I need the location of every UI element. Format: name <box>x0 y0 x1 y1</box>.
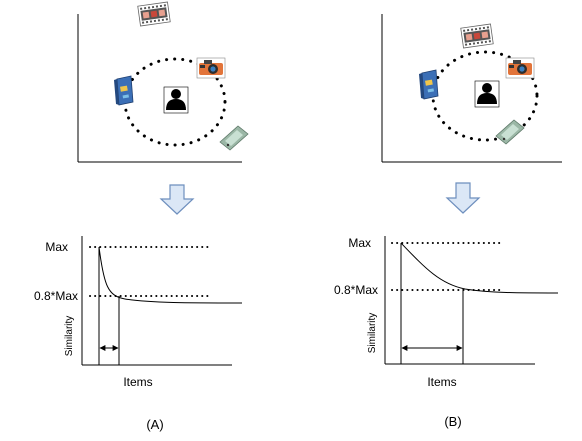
plot-a-threshold-label: 0.8*Max <box>34 289 78 303</box>
phone-icon <box>219 125 249 151</box>
plot-a: Max 0.8*Max Similarity Items (A) <box>34 236 243 432</box>
scene-a <box>77 1 249 163</box>
plot-b-y-axis-label: Similarity <box>367 313 378 354</box>
film-strip-icon <box>137 1 171 27</box>
user-icon <box>474 80 500 108</box>
film-strip-icon <box>460 23 494 49</box>
down-arrow-b <box>445 182 481 214</box>
phone-icon <box>495 119 525 145</box>
camera-icon <box>196 57 226 79</box>
scene-b-neighborhood-circle <box>431 50 539 142</box>
plot-b-x-axis-label: Items <box>427 375 456 389</box>
plot-a-x-axis-label: Items <box>123 375 152 389</box>
down-arrow-a <box>159 184 195 215</box>
book-icon <box>113 75 134 106</box>
plot-b-threshold-label: 0.8*Max <box>334 283 378 297</box>
plot-b-max-label: Max <box>348 236 371 250</box>
plot-b: Max 0.8*Max Similarity Items (B) <box>334 236 559 429</box>
plot-b-decay-curve <box>400 242 559 294</box>
book-icon <box>418 69 439 100</box>
scene-b <box>381 14 562 163</box>
camera-icon <box>505 57 535 79</box>
user-icon <box>163 86 189 114</box>
plot-a-y-axis-label: Similarity <box>64 316 75 357</box>
plot-a-caption: (A) <box>146 417 163 432</box>
plot-a-max-label: Max <box>45 240 68 254</box>
plot-b-caption: (B) <box>444 414 461 429</box>
plot-a-decay-curve <box>98 246 243 304</box>
